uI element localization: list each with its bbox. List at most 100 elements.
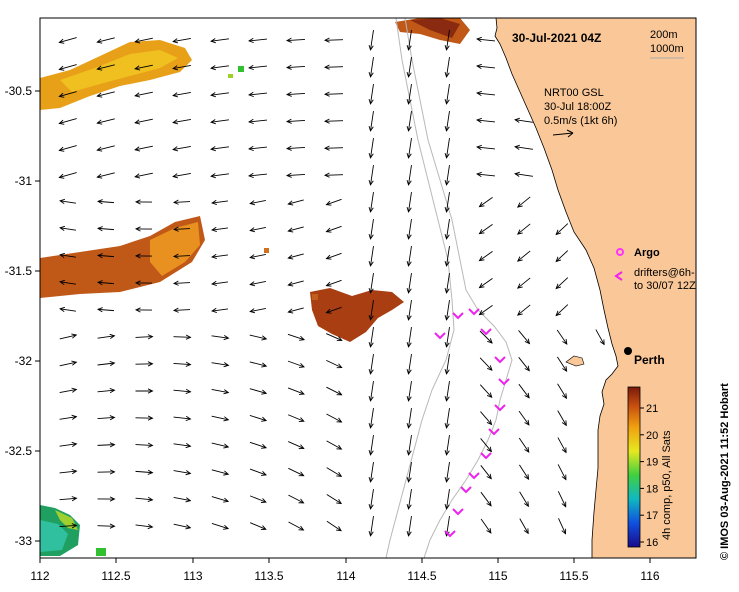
current-arrow — [557, 464, 567, 480]
current-arrow — [211, 388, 229, 394]
current-arrow-head — [249, 200, 256, 206]
current-arrow — [519, 491, 529, 507]
current-arrow — [97, 281, 115, 285]
current-arrow-head — [368, 179, 374, 186]
current-arrow — [286, 119, 306, 123]
current-arrow-head — [561, 474, 567, 481]
current-arrow — [97, 145, 115, 151]
current-arrow-head — [248, 145, 254, 152]
y-tick-label: -31 — [15, 174, 33, 188]
current-arrow-head — [406, 422, 412, 429]
current-arrow — [555, 223, 569, 235]
current-arrow — [446, 246, 450, 266]
current-arrow-head — [486, 419, 493, 426]
current-arrow-head — [185, 497, 192, 503]
current-arrow — [249, 361, 267, 367]
current-arrow — [211, 415, 229, 421]
current-arrow-head — [523, 528, 529, 535]
current-arrow-head — [555, 256, 562, 263]
current-arrow-head — [444, 449, 450, 456]
current-arrow-head — [368, 98, 374, 105]
current-arrow — [515, 173, 533, 177]
current-arrow-head — [147, 469, 154, 475]
drifter-chevron — [468, 308, 480, 316]
current-arrow-head — [260, 525, 267, 531]
current-arrow — [288, 280, 304, 286]
current-arrow-head — [298, 471, 305, 477]
current-arrow-head — [58, 173, 65, 179]
current-arrow-head — [298, 417, 305, 422]
perth-marker-icon — [624, 347, 632, 355]
current-arrow — [408, 192, 412, 212]
current-arrow-head — [555, 310, 562, 317]
current-arrow-head — [444, 314, 450, 321]
current-arrow-head — [368, 341, 374, 348]
current-arrow-head — [71, 441, 78, 447]
current-arrow — [59, 91, 77, 97]
current-arrow — [370, 273, 374, 293]
current-arrow-head — [444, 260, 450, 267]
current-arrow-head — [287, 281, 294, 287]
current-arrow-head — [298, 444, 305, 450]
current-arrow — [212, 227, 228, 231]
current-arrow — [408, 57, 412, 77]
drifter-tracks — [434, 308, 510, 538]
current-arrow-head — [514, 171, 520, 177]
current-arrow — [59, 443, 77, 447]
current-arrow-head — [134, 65, 141, 71]
current-arrow-head — [285, 145, 292, 151]
current-arrow-head — [96, 65, 103, 71]
current-arrow-head — [406, 368, 412, 375]
current-arrow — [173, 336, 191, 338]
current-arrow — [408, 381, 412, 401]
current-arrow — [250, 307, 266, 313]
current-arrow — [370, 111, 374, 131]
y-tick-label: -32 — [15, 354, 33, 368]
current-arrow — [326, 333, 342, 341]
current-arrow-head — [323, 145, 330, 151]
current-arrow — [211, 119, 229, 123]
current-arrow-head — [210, 38, 216, 44]
current-arrow-head — [58, 38, 65, 44]
current-arrow-head — [368, 395, 374, 402]
current-arrow — [249, 146, 267, 150]
current-arrow-head — [211, 253, 217, 260]
current-arrow-head — [336, 471, 343, 477]
current-arrow-head — [249, 308, 256, 314]
current-arrow-head — [406, 152, 412, 159]
current-arrow — [249, 173, 267, 177]
current-arrow-head — [261, 416, 268, 422]
current-arrow-head — [96, 199, 103, 205]
current-arrow-head — [185, 388, 192, 394]
current-arrow — [288, 521, 304, 531]
current-arrow — [324, 93, 344, 95]
current-arrow-head — [444, 44, 450, 51]
current-arrow — [370, 489, 374, 509]
current-arrow-head — [134, 253, 141, 259]
current-arrow-head — [134, 199, 141, 205]
current-arrow — [408, 516, 412, 536]
current-arrow — [518, 357, 530, 371]
current-arrow — [446, 300, 450, 320]
current-arrow-head — [58, 146, 65, 152]
current-arrow — [370, 435, 374, 455]
current-arrow — [517, 196, 531, 208]
current-arrow — [326, 359, 342, 369]
current-arrow — [211, 496, 229, 502]
current-arrow-head — [325, 308, 332, 314]
x-tick-label: 112 — [30, 569, 49, 583]
current-arrow-head — [287, 200, 294, 206]
current-arrow — [97, 389, 115, 393]
current-arrow-head — [478, 283, 485, 289]
current-arrow — [249, 388, 267, 394]
current-arrow — [519, 518, 529, 534]
current-arrow — [59, 525, 77, 527]
current-arrow-head — [444, 98, 450, 105]
current-arrow-head — [444, 395, 450, 402]
current-arrow-head — [368, 233, 374, 240]
current-arrow-head — [211, 307, 217, 314]
current-arrow-head — [561, 528, 567, 535]
current-arrow — [408, 84, 412, 104]
depth-contour-1000m-label: 1000m — [650, 43, 684, 55]
current-arrow-head — [58, 119, 65, 125]
